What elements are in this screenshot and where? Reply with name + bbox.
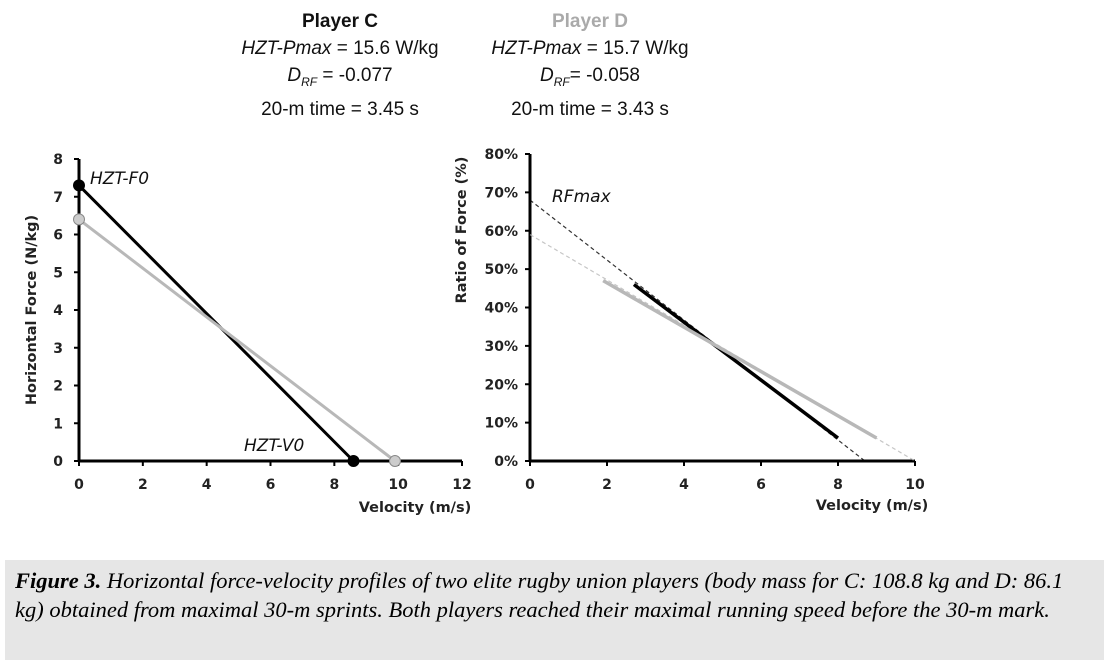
y-tick-label: 0 <box>53 454 63 470</box>
x-axis-label: Velocity (m/s) <box>816 498 928 514</box>
y-tick-label: 1 <box>53 416 63 432</box>
y-tick-label: 50% <box>484 262 518 278</box>
x-tick-label: 8 <box>833 477 843 493</box>
caption-label: Figure 3. <box>15 568 102 593</box>
y-tick-label: 40% <box>484 301 518 317</box>
player-c-drf: DRF = -0.077 <box>190 62 490 96</box>
x-tick-label: 10 <box>388 477 408 493</box>
y-tick-label: 30% <box>484 339 518 355</box>
player-c-marker <box>73 179 85 192</box>
player-d-marker <box>73 213 85 226</box>
annotation-hzt-f0: HZT-F0 <box>90 169 149 189</box>
y-tick-label: 10% <box>484 416 518 432</box>
x-tick-label: 0 <box>74 477 84 493</box>
player-d-line <box>602 279 878 440</box>
y-axis-label: Horizontal Force (N/kg) <box>24 215 40 405</box>
x-tick-label: 4 <box>202 477 212 493</box>
player-c-line <box>632 283 840 440</box>
x-tick-label: 2 <box>602 477 612 493</box>
x-tick-label: 6 <box>756 477 766 493</box>
y-tick-label: 2 <box>53 379 63 395</box>
x-tick-label: 4 <box>679 477 689 493</box>
x-tick-label: 10 <box>905 477 925 493</box>
annotation-hzt-v0: HZT-V0 <box>244 436 304 456</box>
drf-value: = -0.077 <box>317 65 393 86</box>
pmax-value: = 15.6 W/kg <box>331 38 439 59</box>
x-tick-label: 2 <box>138 477 148 493</box>
annotation-rfmax: RFmax <box>552 187 612 207</box>
player-d-pmax: HZT-Pmax = 15.7 W/kg <box>440 35 740 62</box>
y-tick-label: 0% <box>494 454 518 470</box>
drf-sub: RF <box>553 74 570 89</box>
player-c-marker <box>347 455 360 467</box>
y-tick-label: 5 <box>53 265 63 281</box>
y-tick-label: 6 <box>53 228 63 244</box>
y-tick-label: 80% <box>484 147 518 163</box>
figure-caption: Figure 3. Horizontal force-velocity prof… <box>5 560 1104 660</box>
player-c-time: 20-m time = 3.45 s <box>261 98 419 120</box>
player-d-time: 20-m time = 3.43 s <box>511 98 669 120</box>
y-axis-label: Ratio of Force (%) <box>454 157 470 304</box>
drf-label: D <box>287 65 302 86</box>
player-d-name: Player D <box>551 11 629 32</box>
y-tick-label: 70% <box>484 185 518 201</box>
chart-2: 0 2 4 6 8 10 0% 10% 20% 30% 40% 50% 60% 70% 80% Velocit… <box>454 147 928 514</box>
y-tick-label: 8 <box>53 152 63 168</box>
y-tick-label: 4 <box>53 303 63 319</box>
player-c-header: Player C HZT-Pmax = 15.6 W/kg DRF = -0.0… <box>190 8 490 123</box>
x-tick-label: 8 <box>329 477 339 493</box>
caption-text: Horizontal force-velocity profiles of tw… <box>15 568 1064 622</box>
drf-label: D <box>540 65 554 86</box>
drf-sub: RF <box>301 74 318 89</box>
y-tick-label: 7 <box>53 190 63 206</box>
y-tick-label: 3 <box>53 341 63 357</box>
pmax-label: HZT-Pmax <box>241 38 332 59</box>
x-tick-label: 6 <box>266 477 276 493</box>
x-tick-label: 0 <box>525 477 535 493</box>
drf-value: = -0.058 <box>569 65 640 86</box>
y-tick-label: 20% <box>484 377 518 393</box>
x-axis-label: Velocity (m/s) <box>359 500 471 516</box>
player-d-drf: DRF= -0.058 <box>440 62 740 96</box>
x-tick-label: 12 <box>452 477 471 493</box>
pmax-value: = 15.7 W/kg <box>581 38 689 59</box>
player-c-pmax: HZT-Pmax = 15.6 W/kg <box>190 35 490 62</box>
pmax-label: HZT-Pmax <box>491 38 582 59</box>
player-d-marker <box>388 455 401 467</box>
player-c-name: Player C <box>301 11 379 32</box>
player-d-line <box>78 218 396 463</box>
player-d-header: Player D HZT-Pmax = 15.7 W/kg DRF= -0.05… <box>440 8 740 123</box>
y-tick-label: 60% <box>484 224 518 240</box>
